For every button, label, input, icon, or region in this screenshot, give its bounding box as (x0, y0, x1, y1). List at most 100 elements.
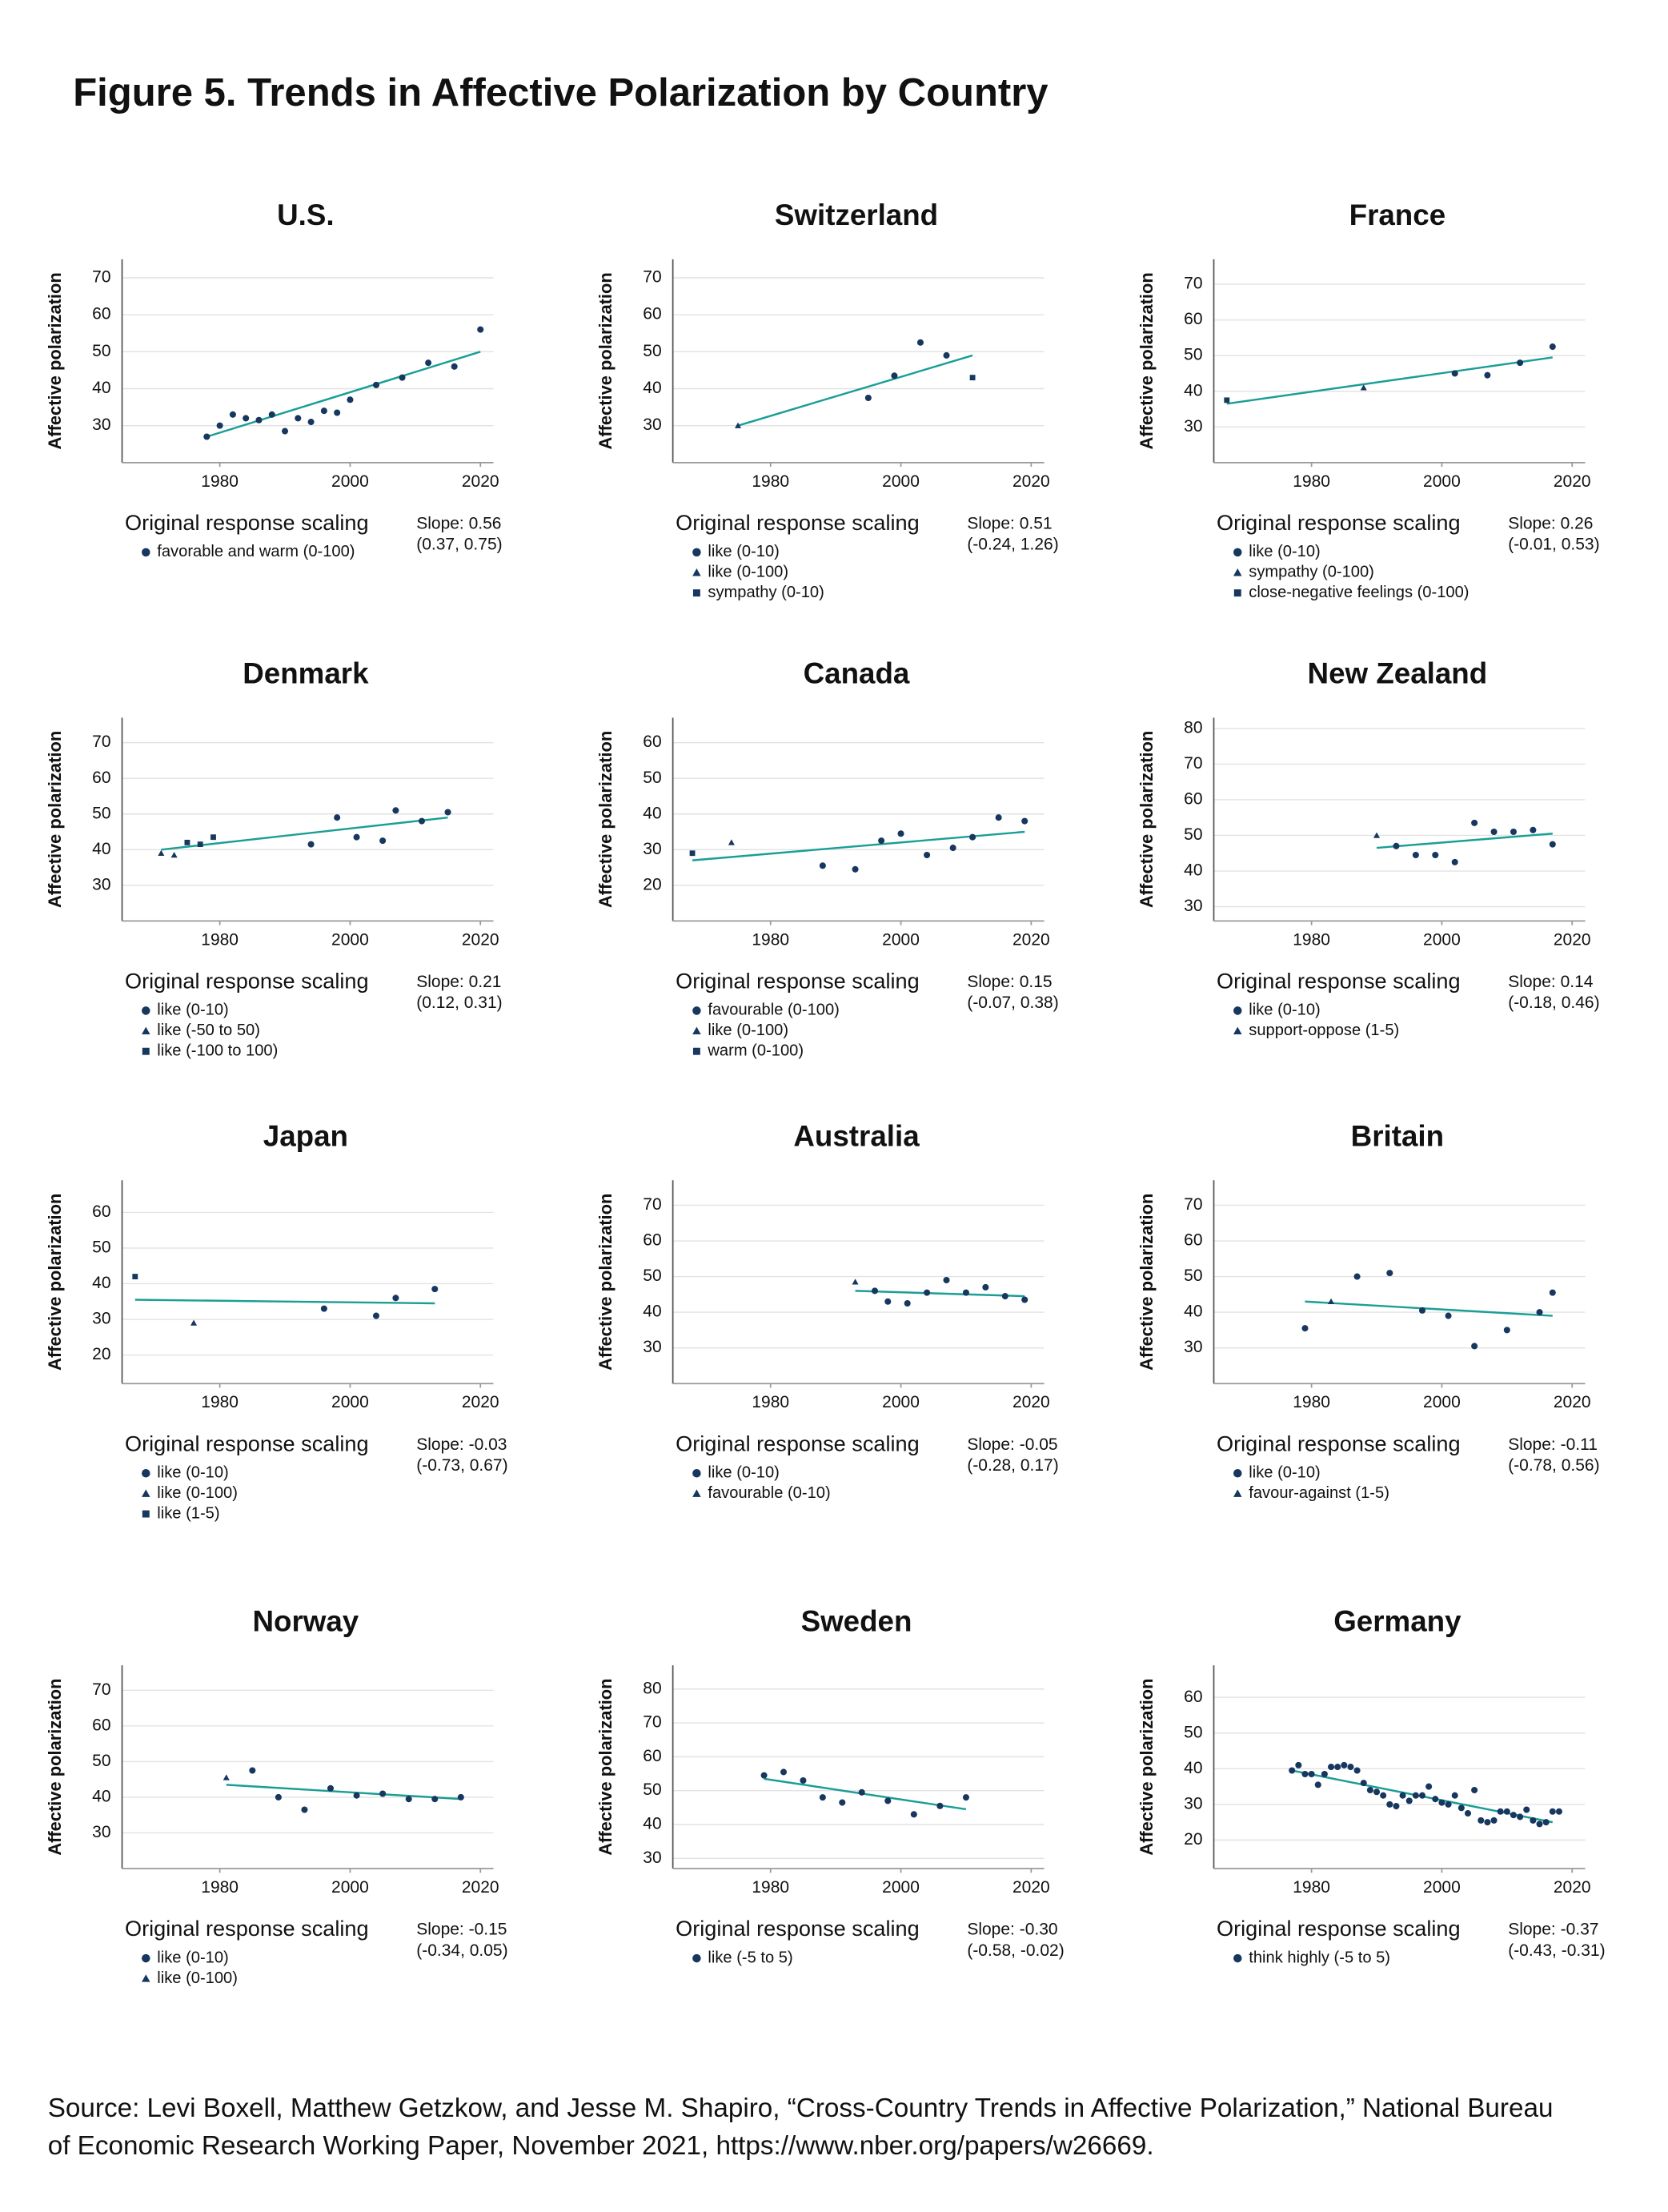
legend-marker (692, 1953, 701, 1963)
data-point (1549, 1808, 1556, 1815)
data-point (1301, 1770, 1309, 1778)
legend-title: Original response scaling (1217, 510, 1461, 535)
y-tick-label: 20 (643, 875, 661, 893)
x-tick-label: 1980 (752, 1393, 789, 1411)
trend-line (855, 1290, 1025, 1298)
y-axis-label: Affective polarization (1137, 1678, 1157, 1855)
y-tick-label: 60 (643, 1747, 661, 1765)
legend-marker (1233, 1006, 1242, 1015)
data-point (268, 411, 275, 418)
y-tick-label: 70 (92, 733, 110, 751)
data-point (1536, 1309, 1543, 1316)
x-tick-label: 2020 (462, 1878, 499, 1897)
data-point (1347, 1764, 1354, 1771)
data-point (1328, 1298, 1335, 1304)
x-tick-label: 2020 (1554, 1878, 1591, 1897)
data-point (353, 1792, 360, 1799)
data-point (1517, 1813, 1524, 1821)
legend-label: like (0-100) (708, 1022, 788, 1039)
data-point (334, 814, 341, 821)
data-point (871, 1287, 879, 1295)
y-tick-label: 30 (643, 1338, 661, 1356)
x-tick-label: 2020 (462, 472, 499, 491)
data-point (1555, 1808, 1562, 1815)
y-axis-label: Affective polarization (1137, 1194, 1157, 1371)
x-tick-label: 2020 (1012, 1393, 1050, 1411)
data-point (1314, 1781, 1321, 1788)
data-point (158, 849, 165, 856)
y-tick-label: 30 (92, 1823, 110, 1841)
data-point (281, 428, 289, 435)
data-point (392, 807, 399, 814)
legend-title: Original response scaling (125, 510, 369, 535)
data-point (1353, 1767, 1361, 1774)
legend-label: like (0-10) (157, 1949, 228, 1966)
data-point (1549, 1289, 1556, 1296)
data-point (249, 1767, 256, 1774)
legend-marker (1233, 589, 1241, 597)
data-point (962, 1289, 969, 1296)
data-point (347, 396, 354, 403)
chart-title: Canada (804, 657, 910, 690)
data-point (211, 834, 216, 841)
data-point (1438, 1799, 1445, 1806)
chart-title: Sweden (801, 1604, 912, 1637)
slope-ci: (-0.34, 0.05) (416, 1941, 507, 1960)
legend-marker (1233, 1489, 1242, 1497)
data-point (780, 1768, 788, 1776)
trend-line (134, 1299, 435, 1305)
data-point (1412, 1792, 1419, 1799)
data-point (216, 422, 223, 429)
data-point (1366, 1786, 1373, 1794)
legend-label: like (0-10) (708, 543, 779, 560)
y-tick-label: 40 (1184, 1303, 1202, 1321)
x-tick-label: 2000 (882, 930, 920, 949)
x-tick-label: 2000 (331, 930, 369, 949)
slope-label: Slope: 0.21 (416, 973, 501, 991)
data-point (1021, 817, 1028, 825)
y-tick-label: 40 (92, 840, 110, 858)
y-tick-label: 40 (92, 379, 110, 397)
data-point (728, 839, 735, 845)
data-point (864, 395, 872, 402)
data-point (1393, 842, 1400, 849)
x-tick-label: 2000 (1423, 1393, 1461, 1411)
legend-label: like (0-100) (157, 1484, 238, 1502)
trend-line (737, 354, 973, 427)
y-axis-label: Affective polarization (595, 1678, 615, 1855)
data-point (457, 1793, 464, 1801)
legend-marker (1233, 1468, 1242, 1478)
data-point (1418, 1792, 1426, 1799)
legend-title: Original response scaling (1217, 1916, 1461, 1941)
data-point (1295, 1761, 1302, 1768)
y-tick-label: 60 (1184, 789, 1202, 808)
x-tick-label: 2000 (1423, 1878, 1461, 1897)
legend-label: like (0-10) (157, 1464, 228, 1482)
data-point (916, 339, 924, 346)
y-tick-label: 60 (92, 769, 110, 787)
y-tick-label: 60 (643, 1231, 661, 1250)
data-point (910, 1811, 917, 1818)
chart-title: France (1349, 199, 1446, 231)
legend-label: like (0-10) (708, 1464, 779, 1482)
source-line: Source: Levi Boxell, Matthew Getzkow, an… (48, 2094, 1554, 2123)
slope-ci: (-0.78, 0.56) (1508, 1456, 1599, 1475)
data-point (1405, 1797, 1413, 1805)
y-tick-label: 70 (92, 268, 110, 287)
data-point (399, 374, 406, 381)
data-point (1021, 1296, 1028, 1303)
data-point (858, 1788, 865, 1796)
data-point (1301, 1325, 1309, 1332)
data-point (229, 411, 236, 418)
data-point (307, 419, 315, 426)
data-point (1001, 1293, 1008, 1300)
legend-marker (692, 568, 701, 576)
data-point (223, 1774, 230, 1780)
y-tick-label: 70 (643, 1713, 661, 1732)
legend-label: close-negative feelings (0-100) (1249, 584, 1469, 601)
data-point (1328, 1764, 1335, 1771)
data-point (1510, 1812, 1517, 1819)
data-point (1386, 1270, 1393, 1277)
x-tick-label: 1980 (752, 930, 789, 949)
data-point (275, 1793, 282, 1801)
